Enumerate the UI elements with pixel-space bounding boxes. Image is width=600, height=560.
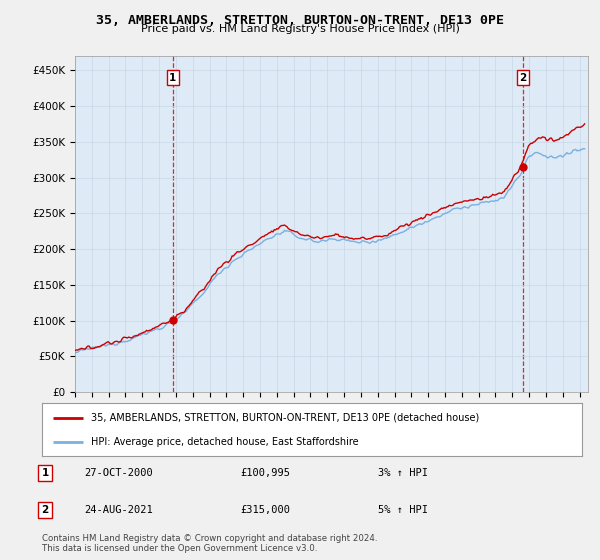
Text: 35, AMBERLANDS, STRETTON, BURTON-ON-TRENT, DE13 0PE: 35, AMBERLANDS, STRETTON, BURTON-ON-TREN… (96, 14, 504, 27)
Text: 27-OCT-2000: 27-OCT-2000 (84, 468, 153, 478)
Text: £315,000: £315,000 (240, 505, 290, 515)
Text: £100,995: £100,995 (240, 468, 290, 478)
Text: 1: 1 (169, 73, 176, 83)
Text: Price paid vs. HM Land Registry's House Price Index (HPI): Price paid vs. HM Land Registry's House … (140, 24, 460, 34)
Text: HPI: Average price, detached house, East Staffordshire: HPI: Average price, detached house, East… (91, 437, 358, 447)
Text: 5% ↑ HPI: 5% ↑ HPI (378, 505, 428, 515)
Text: 3% ↑ HPI: 3% ↑ HPI (378, 468, 428, 478)
Text: 24-AUG-2021: 24-AUG-2021 (84, 505, 153, 515)
Text: 2: 2 (41, 505, 49, 515)
Text: 2: 2 (520, 73, 527, 83)
Text: 35, AMBERLANDS, STRETTON, BURTON-ON-TRENT, DE13 0PE (detached house): 35, AMBERLANDS, STRETTON, BURTON-ON-TREN… (91, 413, 479, 423)
Text: Contains HM Land Registry data © Crown copyright and database right 2024.
This d: Contains HM Land Registry data © Crown c… (42, 534, 377, 553)
Text: 1: 1 (41, 468, 49, 478)
